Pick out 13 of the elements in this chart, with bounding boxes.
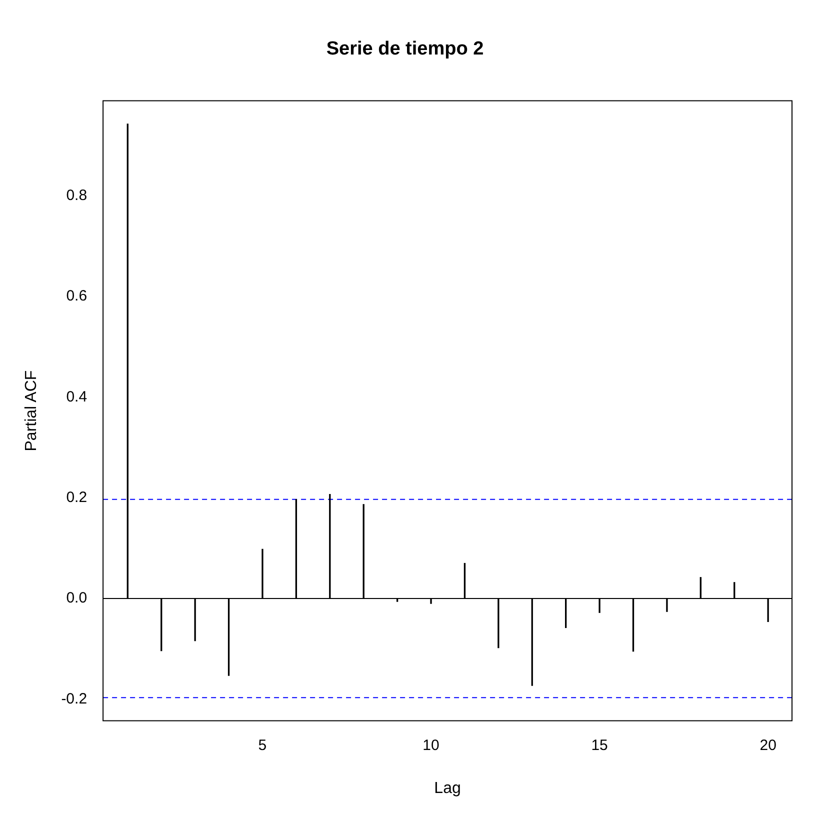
y-tick-label: -0.2 — [61, 690, 88, 708]
y-tick-label: 0.4 — [66, 388, 88, 406]
x-tick-label: 5 — [258, 736, 267, 754]
chart-title: Serie de tiempo 2 — [326, 38, 484, 60]
y-tick-label: 0.2 — [66, 489, 88, 506]
x-tick-label: 20 — [760, 736, 776, 754]
y-tick-label: 0.0 — [66, 590, 88, 607]
y-tick-label: 0.8 — [66, 187, 88, 204]
y-tick-label: 0.6 — [66, 288, 88, 305]
y-axis-title: Partial ACF — [23, 370, 40, 452]
x-axis-title: Lag — [434, 780, 461, 797]
x-tick-label: 15 — [591, 736, 608, 754]
x-tick-label: 10 — [422, 736, 440, 754]
